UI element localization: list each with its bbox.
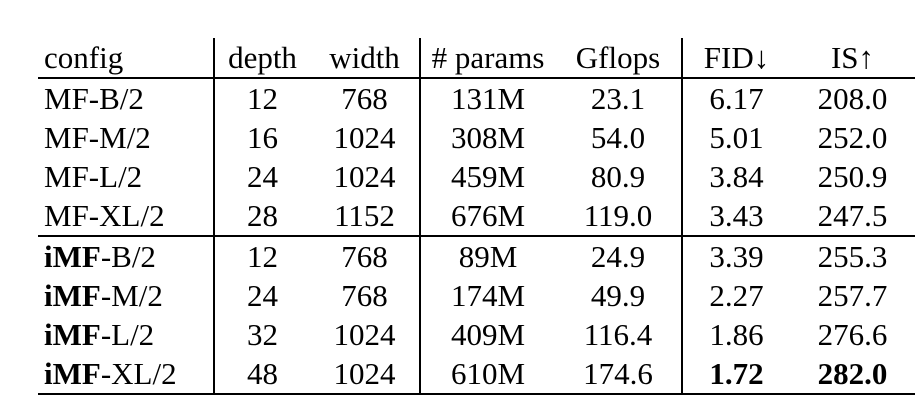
config-bold-prefix: iMF [44, 239, 101, 274]
params-cell: 89M [458, 239, 518, 274]
params-cell: 131M [450, 81, 526, 116]
config-cell: MF-B/2 [38, 78, 215, 118]
table-row: iMF-M/2 24 768 174M 49.9 2.27 257.7 [38, 276, 915, 315]
header-gflops: Gflops [555, 38, 683, 78]
width-cell: 768 [310, 276, 421, 315]
header-config: config [38, 38, 215, 78]
params-cell: 676M [450, 198, 526, 233]
params-cell: 409M [450, 317, 526, 352]
gflops-cell: 49.9 [555, 276, 683, 315]
is-cell: 208.0 [817, 81, 888, 116]
gflops-cell: 119.0 [555, 196, 683, 236]
fid-cell: 3.39 [709, 239, 764, 274]
is-cell: 257.7 [817, 278, 888, 313]
header-width: width [310, 38, 421, 78]
table-header: config depth width # params Gflops FID↓ … [38, 38, 915, 78]
config-cell: iMF-L/2 [38, 315, 215, 354]
config-bold-prefix: iMF [44, 356, 101, 391]
is-cell: 250.9 [817, 159, 888, 194]
is-cell: 255.3 [817, 239, 888, 274]
table-row: MF-M/2 16 1024 308M 54.0 5.01 252.0 [38, 118, 915, 157]
fid-cell: 2.27 [709, 278, 764, 313]
width-cell: 1024 [310, 118, 421, 157]
config-cell: iMF-M/2 [38, 276, 215, 315]
config-cell: iMF-XL/2 [38, 354, 215, 394]
depth-cell: 24 [247, 278, 278, 313]
header-is: IS↑ [830, 40, 875, 75]
fid-cell: 3.84 [709, 159, 764, 194]
model-config-table: config depth width # params Gflops FID↓ … [38, 38, 915, 395]
config-cell: MF-M/2 [38, 118, 215, 157]
table-row: MF-XL/2 28 1152 676M 119.0 3.43 247.5 [38, 196, 915, 236]
is-cell: 247.5 [817, 198, 888, 233]
fid-cell: 3.43 [709, 198, 764, 233]
config-cell: MF-XL/2 [38, 196, 215, 236]
depth-cell: 12 [247, 81, 278, 116]
header-fid: FID↓ [703, 40, 770, 75]
is-cell: 252.0 [817, 120, 888, 155]
gflops-cell: 54.0 [555, 118, 683, 157]
gflops-cell: 24.9 [555, 236, 683, 276]
width-cell: 1024 [310, 315, 421, 354]
gflops-cell: 80.9 [555, 157, 683, 196]
header-params: # params [431, 40, 545, 75]
config-bold-prefix: iMF [44, 278, 101, 313]
params-cell: 174M [450, 278, 526, 313]
fid-cell: 1.72 [709, 356, 764, 391]
depth-cell: 28 [247, 198, 278, 233]
table-row: iMF-L/2 32 1024 409M 116.4 1.86 276.6 [38, 315, 915, 354]
gflops-cell: 23.1 [555, 78, 683, 118]
table-row: MF-B/2 12 768 131M 23.1 6.17 208.0 [38, 78, 915, 118]
config-cell: iMF-B/2 [38, 236, 215, 276]
fid-cell: 6.17 [709, 81, 764, 116]
table-body-imf: iMF-B/2 12 768 89M 24.9 3.39 255.3 iMF-M/2 24 768… [38, 236, 915, 394]
depth-cell: 16 [247, 120, 278, 155]
table-row: MF-L/2 24 1024 459M 80.9 3.84 250.9 [38, 157, 915, 196]
table-row: iMF-XL/2 48 1024 610M 174.6 1.72 282.0 [38, 354, 915, 394]
width-cell: 1024 [310, 354, 421, 394]
params-cell: 610M [450, 356, 526, 391]
header-row: config depth width # params Gflops FID↓ … [38, 38, 915, 78]
depth-cell: 32 [247, 317, 278, 352]
fid-cell: 1.86 [709, 317, 764, 352]
header-depth: depth [228, 40, 297, 75]
depth-cell: 24 [247, 159, 278, 194]
width-cell: 1152 [310, 196, 421, 236]
depth-cell: 48 [247, 356, 278, 391]
is-cell: 282.0 [817, 356, 888, 391]
gflops-cell: 116.4 [555, 315, 683, 354]
width-cell: 1024 [310, 157, 421, 196]
width-cell: 768 [310, 78, 421, 118]
table-row: iMF-B/2 12 768 89M 24.9 3.39 255.3 [38, 236, 915, 276]
gflops-cell: 174.6 [555, 354, 683, 394]
config-cell: MF-L/2 [38, 157, 215, 196]
width-cell: 768 [310, 236, 421, 276]
fid-cell: 5.01 [709, 120, 764, 155]
depth-cell: 12 [247, 239, 278, 274]
params-cell: 308M [450, 120, 526, 155]
config-bold-prefix: iMF [44, 317, 101, 352]
is-cell: 276.6 [817, 317, 888, 352]
params-cell: 459M [450, 159, 526, 194]
table-body-mf: MF-B/2 12 768 131M 23.1 6.17 208.0 MF-M/2 16 1024… [38, 78, 915, 236]
